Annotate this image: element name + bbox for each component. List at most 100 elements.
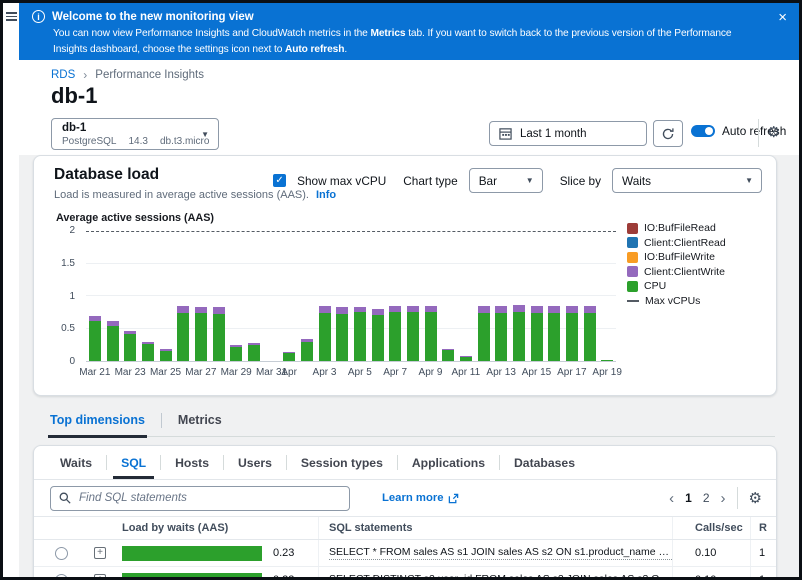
bar-mar-24[interactable] <box>142 231 154 361</box>
cpu-segment <box>124 334 136 361</box>
load-by-waits-cell: 0.23 <box>122 567 318 577</box>
cpu-segment <box>177 313 189 361</box>
bar-apr-19[interactable] <box>601 231 613 361</box>
legend-item-client-clientread[interactable]: Client:ClientRead <box>627 237 726 249</box>
legend-item-io-buffilewrite[interactable]: IO:BufFileWrite <box>627 251 726 263</box>
bar-apr-17[interactable] <box>566 231 578 361</box>
bar-mar-30[interactable] <box>248 231 260 361</box>
previous-page-icon[interactable]: ‹ <box>669 491 674 506</box>
legend-item-io-buffileread[interactable]: IO:BufFileRead <box>627 222 726 234</box>
bar-mar-21[interactable] <box>89 231 101 361</box>
breadcrumb-rds-link[interactable]: RDS <box>51 69 75 81</box>
bar-mar-27[interactable] <box>195 231 207 361</box>
dimension-tab-databases[interactable]: Databases <box>500 446 589 479</box>
expand-row-icon[interactable]: + <box>94 547 106 559</box>
chart-legend: IO:BufFileRead Client:ClientRead IO:BufFil… <box>627 222 726 307</box>
bar-apr-18[interactable] <box>584 231 596 361</box>
bar-mar-22[interactable] <box>107 231 119 361</box>
tab-metrics[interactable]: Metrics <box>176 413 224 436</box>
bar-apr-8[interactable] <box>407 231 419 361</box>
bar-mar-25[interactable] <box>160 231 172 361</box>
column-load-by-waits[interactable]: Load by waits (AAS) <box>122 517 318 539</box>
bar-apr-13[interactable] <box>495 231 507 361</box>
hamburger-menu-icon[interactable] <box>6 12 17 21</box>
banner-title: Welcome to the new monitoring view <box>52 11 254 23</box>
bar-apr-12[interactable] <box>478 231 490 361</box>
database-load-title: Database load <box>54 166 159 184</box>
load-bar <box>122 546 262 561</box>
bar-apr-5[interactable] <box>354 231 366 361</box>
page-2[interactable]: 2 <box>703 491 710 505</box>
dimension-tab-applications[interactable]: Applications <box>398 446 499 479</box>
bar-apr-11[interactable] <box>460 231 472 361</box>
cpu-segment <box>548 313 560 361</box>
table-row[interactable]: +0.23SELECT * FROM sales AS s1 JOIN sale… <box>34 540 776 567</box>
column-calls-per-sec[interactable]: Calls/sec <box>672 517 750 539</box>
expand-row-icon[interactable]: + <box>94 574 106 577</box>
row-radio-button[interactable] <box>55 574 68 578</box>
dimension-tab-waits[interactable]: Waits <box>46 446 106 479</box>
bar-mar-31[interactable] <box>266 231 278 361</box>
learn-more-link[interactable]: Learn more <box>382 492 459 504</box>
cpu-segment <box>301 342 313 362</box>
time-range-picker[interactable]: Last 1 month <box>489 121 647 146</box>
table-row[interactable]: +0.23 SELECT DISTINCT s2.user_id FROM sal… <box>34 567 776 577</box>
bar-mar-28[interactable] <box>213 231 225 361</box>
close-icon[interactable]: × <box>778 11 787 25</box>
page-1[interactable]: 1 <box>685 491 692 505</box>
calls-per-sec-cell: 0.10 <box>672 540 750 566</box>
cpu-segment <box>584 313 596 361</box>
divider <box>737 487 738 509</box>
bar-apr-14[interactable] <box>513 231 525 361</box>
sql-statement-link[interactable]: SELECT DISTINCT s2.user_id FROM sales AS… <box>329 573 672 577</box>
info-flash-banner: i Welcome to the new monitoring view You… <box>19 3 799 60</box>
cpu-segment <box>407 312 419 361</box>
y-axis-tick-label: 0.5 <box>61 323 75 334</box>
bar-mar-23[interactable] <box>124 231 136 361</box>
legend-color-swatch <box>627 266 638 277</box>
y-axis-tick-label: 0 <box>69 356 75 367</box>
bar-apr-1[interactable] <box>283 231 295 361</box>
calendar-icon <box>499 127 512 140</box>
bar-apr-2[interactable] <box>301 231 313 361</box>
bar-apr-4[interactable] <box>336 231 348 361</box>
bar-apr-7[interactable] <box>389 231 401 361</box>
bar-apr-15[interactable] <box>531 231 543 361</box>
client-write-segment <box>513 305 525 312</box>
dimension-tab-session-types[interactable]: Session types <box>287 446 397 479</box>
legend-item-client-clientwrite[interactable]: Client:ClientWrite <box>627 266 726 278</box>
page-header-band: RDS › Performance Insights db-1 db-1 Pos… <box>19 60 799 155</box>
dimension-tab-hosts[interactable]: Hosts <box>161 446 223 479</box>
cpu-segment <box>601 360 613 361</box>
instance-selector-dropdown[interactable]: db-1 PostgreSQL 14.3 db.t3.micro ▼ <box>51 118 219 150</box>
instance-version: 14.3 <box>128 136 147 147</box>
settings-gear-icon[interactable]: ⚙ <box>767 125 780 140</box>
preferences-gear-icon[interactable]: ⚙ <box>749 491 762 506</box>
chart-type-select[interactable]: Bar▼ <box>469 168 543 193</box>
auto-refresh-toggle[interactable] <box>691 125 715 137</box>
legend-item-max-vcpus[interactable]: Max vCPUs <box>627 295 726 307</box>
show-max-vcpu-checkbox[interactable]: ✓ <box>273 174 286 187</box>
cpu-segment <box>248 345 260 361</box>
search-input[interactable] <box>50 486 350 511</box>
bar-mar-29[interactable] <box>230 231 242 361</box>
cpu-segment <box>195 313 207 361</box>
refresh-button[interactable] <box>653 120 683 147</box>
bar-apr-16[interactable] <box>548 231 560 361</box>
load-value: 0.23 <box>273 574 294 577</box>
bar-apr-6[interactable] <box>372 231 384 361</box>
row-radio-button[interactable] <box>55 547 68 560</box>
next-page-icon[interactable]: › <box>721 491 726 506</box>
column-sql-statements[interactable]: SQL statements <box>318 517 672 539</box>
sql-statement-link[interactable]: SELECT * FROM sales AS s1 JOIN sales AS … <box>329 546 672 560</box>
bar-apr-10[interactable] <box>442 231 454 361</box>
bar-mar-26[interactable] <box>177 231 189 361</box>
bar-apr-9[interactable] <box>425 231 437 361</box>
cpu-segment <box>283 353 295 361</box>
legend-item-cpu[interactable]: CPU <box>627 280 726 292</box>
tab-top-dimensions[interactable]: Top dimensions <box>48 413 147 438</box>
dimension-tab-users[interactable]: Users <box>224 446 286 479</box>
bar-apr-3[interactable] <box>319 231 331 361</box>
slice-by-select[interactable]: Waits▼ <box>612 168 762 193</box>
dimension-tab-sql[interactable]: SQL <box>107 446 160 479</box>
